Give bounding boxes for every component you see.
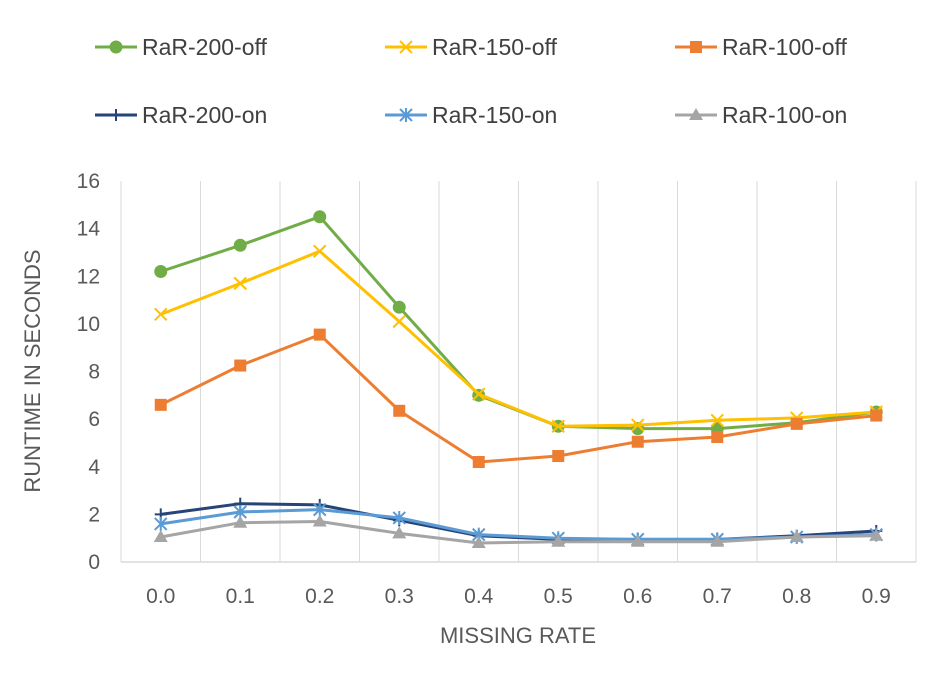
data-point [689, 108, 703, 120]
data-point [472, 455, 485, 468]
x-tick-label: 0.4 [464, 585, 494, 608]
x-axis-label: MISSING RATE [440, 623, 596, 648]
series-line [160, 520, 877, 545]
data-point [153, 529, 168, 542]
legend-label: RaR-150-on [432, 102, 557, 128]
y-tick-labels: 0 2 4 6 8 10 12 14 16 [77, 170, 101, 574]
x-tick-labels: 0.0 0.1 0.2 0.3 0.4 0.5 0.6 0.7 0.8 0.9 [146, 585, 891, 608]
data-point [154, 264, 168, 278]
x-tick-label: 0.0 [146, 585, 175, 608]
x-tick-label: 0.9 [862, 585, 891, 608]
data-point [233, 515, 248, 528]
data-point [109, 40, 123, 54]
data-point [399, 108, 413, 122]
y-tick-label: 0 [88, 551, 100, 574]
data-point [154, 516, 168, 531]
data-point [154, 398, 167, 411]
data-point [312, 514, 327, 527]
x-tick-label: 0.3 [385, 585, 414, 608]
data-point [631, 435, 644, 448]
data-point [710, 534, 725, 547]
data-point [399, 40, 413, 54]
data-point [789, 529, 804, 542]
data-point [234, 359, 247, 372]
legend-label: RaR-100-on [722, 102, 847, 128]
data-point [870, 409, 883, 422]
x-tick-label: 0.7 [703, 585, 732, 608]
data-point [551, 419, 565, 433]
data-point [710, 413, 724, 428]
y-tick-label: 14 [77, 218, 101, 241]
data-point [313, 210, 327, 224]
series-line [160, 249, 877, 428]
data-point [313, 244, 327, 258]
y-tick-label: 16 [77, 170, 100, 193]
y-tick-label: 4 [88, 456, 100, 479]
legend-item: RaR-150-off [385, 34, 557, 60]
data-point [233, 238, 247, 252]
data-point [471, 535, 486, 548]
data-point [551, 534, 566, 547]
data-point [392, 510, 406, 525]
data-point [313, 502, 327, 517]
series-lines [153, 210, 884, 548]
data-point [690, 41, 702, 53]
legend-item: RaR-200-off [95, 34, 267, 60]
x-tick-label: 0.1 [226, 585, 255, 608]
legend-label: RaR-200-off [142, 34, 267, 60]
y-tick-label: 6 [88, 408, 100, 431]
series-rar-100-off [154, 328, 883, 468]
y-tick-label: 12 [77, 265, 100, 288]
data-point [631, 418, 645, 432]
data-point [630, 534, 645, 547]
data-point [790, 417, 803, 430]
legend-label: RaR-100-off [722, 34, 847, 60]
data-point [313, 328, 326, 341]
data-point [110, 109, 122, 121]
data-point [472, 387, 486, 401]
data-point [154, 307, 168, 322]
data-point [392, 300, 406, 314]
legend-item: RaR-200-on [95, 102, 267, 128]
data-point [711, 430, 724, 443]
data-point [552, 450, 565, 463]
y-tick-label: 2 [88, 503, 100, 526]
legend: RaR-200-off RaR-150-off RaR-100-off RaR-200… [95, 34, 847, 128]
series-rar-100-on [153, 514, 884, 548]
data-point [392, 314, 406, 329]
y-tick-label: 8 [88, 361, 100, 384]
data-point [393, 404, 406, 417]
legend-item: RaR-150-on [385, 102, 557, 128]
legend-label: RaR-150-off [432, 34, 557, 60]
data-point [869, 528, 884, 541]
data-point [233, 276, 247, 291]
x-tick-label: 0.6 [623, 585, 652, 608]
x-tick-label: 0.8 [782, 585, 811, 608]
legend-item: RaR-100-off [675, 34, 847, 60]
x-tick-label: 0.5 [544, 585, 573, 608]
legend-label: RaR-200-on [142, 102, 267, 128]
y-tick-label: 10 [77, 313, 100, 336]
data-point [392, 526, 407, 539]
gridlines [120, 181, 917, 562]
x-tick-label: 0.2 [305, 585, 334, 608]
series-line [160, 333, 877, 464]
y-axis-label: RUNTIME IN SECONDS [20, 249, 45, 492]
legend-item: RaR-100-on [675, 102, 847, 128]
